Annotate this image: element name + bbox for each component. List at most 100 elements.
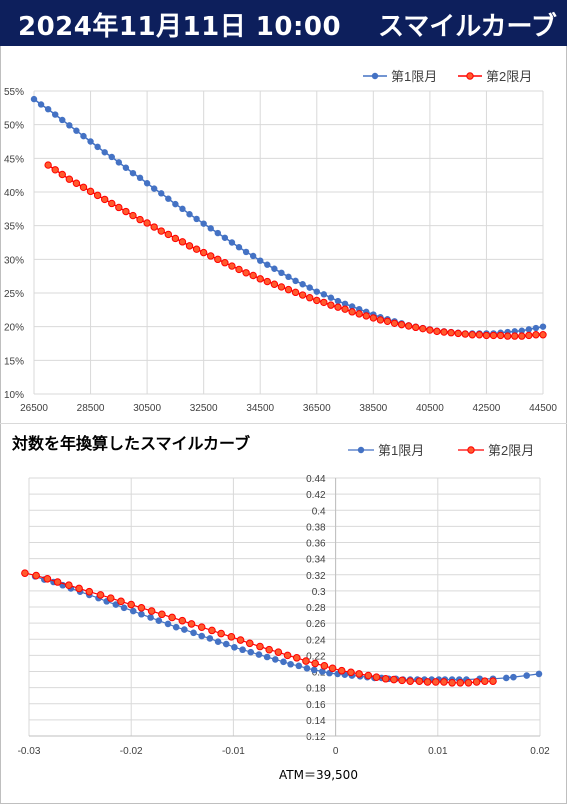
data-point	[129, 169, 137, 177]
data-point	[222, 640, 230, 648]
data-point	[214, 638, 222, 645]
data-point	[228, 239, 236, 246]
data-point	[412, 323, 420, 332]
data-point	[117, 597, 125, 606]
data-point	[100, 195, 109, 204]
data-point	[502, 674, 510, 682]
data-point	[347, 668, 355, 677]
y-tick-label: 0.38	[306, 522, 326, 533]
data-point	[147, 607, 156, 615]
legend-marker	[357, 446, 365, 454]
data-point	[287, 660, 294, 668]
data-point	[127, 600, 135, 609]
data-point	[171, 234, 180, 243]
data-point	[186, 211, 193, 218]
data-point	[265, 645, 273, 654]
data-point	[256, 642, 264, 651]
legend-label: 第1限月	[378, 443, 424, 458]
data-point	[313, 296, 321, 305]
data-point	[518, 327, 525, 334]
data-point	[108, 153, 115, 161]
y-tick-label: 0.4	[312, 506, 326, 517]
data-point	[390, 319, 399, 327]
data-point	[65, 175, 74, 183]
data-point	[120, 604, 128, 612]
x-tick-label: -0.01	[222, 746, 245, 757]
data-point	[284, 285, 293, 294]
data-point	[381, 674, 390, 683]
data-point	[472, 678, 481, 686]
data-point	[306, 294, 314, 302]
data-point	[303, 664, 311, 672]
x-tick-label: 36500	[303, 403, 331, 414]
data-point	[334, 303, 342, 311]
data-point	[21, 569, 29, 577]
data-point	[51, 166, 59, 174]
data-point	[448, 678, 456, 687]
legend-label: 第2限月	[488, 443, 534, 458]
data-point	[242, 248, 250, 256]
data-point	[249, 252, 257, 260]
data-point	[136, 174, 144, 182]
data-point	[236, 636, 245, 644]
atm-label: ATM＝39,500	[279, 768, 358, 782]
data-point	[423, 678, 432, 686]
data-point	[206, 635, 214, 642]
data-point	[85, 587, 94, 596]
data-point	[235, 265, 243, 274]
data-point	[302, 657, 310, 665]
data-point	[369, 314, 378, 322]
data-point	[525, 326, 533, 333]
data-point	[440, 678, 448, 686]
data-point	[147, 614, 154, 621]
legend-marker	[466, 72, 474, 80]
data-point	[214, 229, 222, 237]
data-point	[30, 95, 38, 103]
y-tick-label: 0.36	[306, 539, 326, 550]
data-point	[143, 180, 151, 187]
data-point	[313, 288, 320, 295]
legend-label: 第2限月	[486, 69, 532, 84]
data-point	[355, 310, 363, 318]
data-point	[155, 617, 163, 625]
y-tick-label: 0.44	[306, 474, 326, 485]
data-point	[136, 215, 144, 224]
data-point	[298, 291, 307, 299]
data-point	[271, 265, 278, 272]
y-tick-label: 45%	[4, 154, 24, 165]
data-point	[214, 255, 222, 264]
data-point	[283, 651, 292, 660]
data-point	[263, 653, 271, 661]
data-point	[231, 644, 238, 651]
data-point	[181, 626, 188, 633]
x-tick-label: 0.01	[428, 746, 448, 757]
x-tick-label: -0.02	[120, 746, 143, 757]
data-point	[164, 230, 173, 239]
data-point	[482, 331, 491, 340]
data-point	[106, 594, 115, 602]
data-point	[115, 203, 123, 212]
data-point	[221, 259, 229, 267]
data-point	[372, 673, 381, 681]
data-point	[535, 670, 543, 678]
y-tick-label: 0.24	[306, 635, 326, 646]
y-tick-label: 0.32	[306, 571, 326, 582]
data-point	[295, 662, 303, 670]
data-point	[376, 316, 385, 324]
x-tick-label: 34500	[246, 403, 274, 414]
data-point	[44, 161, 52, 169]
data-point	[58, 170, 66, 179]
data-point	[523, 672, 531, 679]
data-point	[59, 116, 66, 124]
y-tick-label: 0.16	[306, 700, 326, 711]
x-tick-label: 0.02	[530, 746, 550, 757]
data-point	[207, 252, 215, 260]
y-tick-label: 25%	[4, 289, 24, 300]
data-point	[172, 200, 179, 208]
data-point	[164, 620, 172, 628]
data-point	[328, 664, 337, 673]
data-point	[263, 277, 271, 286]
data-point	[227, 633, 236, 641]
data-point	[72, 179, 81, 187]
data-point	[475, 331, 484, 339]
